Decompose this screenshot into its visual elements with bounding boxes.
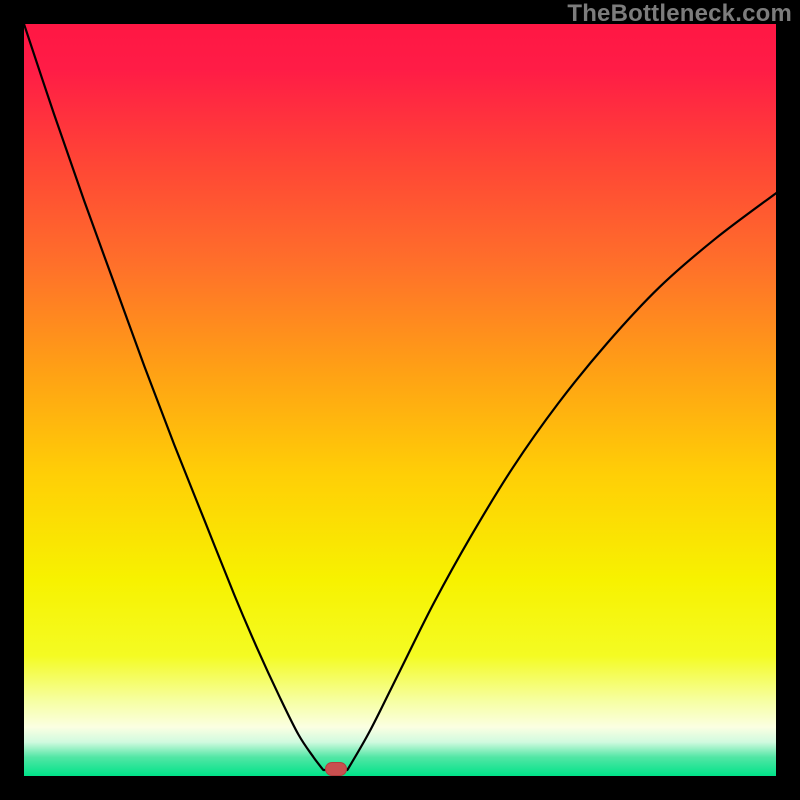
plot-canvas — [24, 24, 776, 776]
chart-stage: TheBottleneck.com — [0, 0, 800, 800]
notch-marker — [325, 762, 347, 776]
gradient-background — [24, 24, 776, 776]
watermark-text: TheBottleneck.com — [567, 0, 792, 28]
